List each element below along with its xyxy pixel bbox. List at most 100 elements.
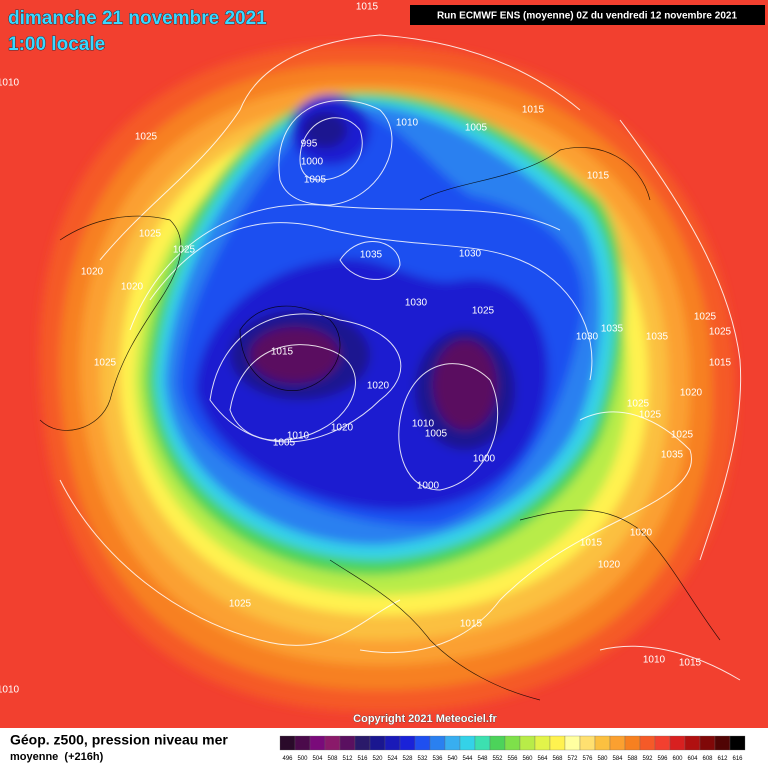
isobar-label: 1030 bbox=[459, 249, 482, 260]
scale-label: 584 bbox=[612, 756, 623, 762]
time-title: 1:00 locale bbox=[8, 34, 105, 55]
scale-label: 516 bbox=[357, 756, 368, 762]
isobar-label: 1000 bbox=[301, 157, 324, 168]
scale-label: 520 bbox=[372, 756, 383, 762]
isobar-label: 1025 bbox=[709, 327, 732, 338]
geopotential-field bbox=[39, 44, 736, 713]
scale-label: 496 bbox=[282, 756, 293, 762]
scale-swatch bbox=[594, 735, 611, 751]
isobar-label: 1020 bbox=[680, 388, 703, 399]
scale-swatch bbox=[429, 735, 446, 751]
legend-title: Géop. z500, pression niveau mer bbox=[10, 732, 228, 748]
color-scale: 496 500 504 508 512 516 520 524 528 532 536 540 544 5… bbox=[279, 735, 746, 762]
isobar-label: 1000 bbox=[417, 481, 440, 492]
scale-swatch bbox=[294, 735, 311, 751]
isobar-label: 1015 bbox=[709, 358, 732, 369]
isobar-label: 1000 bbox=[473, 454, 496, 465]
isobar-label: 1010 bbox=[287, 431, 310, 442]
scale-label: 596 bbox=[657, 756, 668, 762]
isobar-label: 1025 bbox=[694, 312, 717, 323]
scale-swatch bbox=[564, 735, 581, 751]
scale-label: 544 bbox=[462, 756, 473, 762]
isobar-label: 1015 bbox=[356, 2, 379, 13]
isobar-label: 1010 bbox=[396, 118, 419, 129]
scale-swatch bbox=[699, 735, 716, 751]
run-info: Run ECMWF ENS (moyenne) 0Z du vendredi 1… bbox=[437, 11, 738, 22]
scale-swatch bbox=[714, 735, 731, 751]
scale-swatch bbox=[459, 735, 476, 751]
isobar-label: 1010 bbox=[0, 78, 20, 89]
scale-label: 580 bbox=[597, 756, 608, 762]
scale-label: 528 bbox=[402, 756, 413, 762]
scale-swatch bbox=[609, 735, 626, 751]
scale-swatch bbox=[414, 735, 431, 751]
scale-label: 540 bbox=[447, 756, 458, 762]
scale-swatch bbox=[354, 735, 371, 751]
scale-swatch bbox=[384, 735, 401, 751]
scale-label: 548 bbox=[477, 756, 488, 762]
isobar-label: 1025 bbox=[472, 306, 495, 317]
isobar-label: 1005 bbox=[273, 438, 296, 449]
scale-swatch bbox=[369, 735, 386, 751]
scale-swatch bbox=[504, 735, 521, 751]
isobar-label: 1015 bbox=[580, 538, 603, 549]
isobar-label: 1020 bbox=[121, 282, 144, 293]
isobar-label: 1030 bbox=[576, 332, 599, 343]
isobar-label: 1025 bbox=[94, 358, 117, 369]
scale-label: 576 bbox=[582, 756, 593, 762]
isobar-label: 1025 bbox=[229, 599, 252, 610]
scale-label: 560 bbox=[522, 756, 533, 762]
isobar-label: 1020 bbox=[630, 528, 653, 539]
coastlines bbox=[39, 147, 721, 701]
scale-swatch bbox=[324, 735, 341, 751]
isobar-label: 1005 bbox=[425, 429, 448, 440]
scale-label: 600 bbox=[672, 756, 683, 762]
scale-label: 508 bbox=[327, 756, 338, 762]
isobar-label: 1020 bbox=[367, 381, 390, 392]
isobar-label: 1035 bbox=[661, 450, 684, 461]
isobar-label: 1025 bbox=[639, 410, 662, 421]
scale-swatch bbox=[729, 735, 746, 751]
scale-swatch bbox=[444, 735, 461, 751]
isobar-label: 1035 bbox=[646, 332, 669, 343]
isobar-label: 1025 bbox=[627, 399, 650, 410]
legend-subtitle: moyenne (+216h) bbox=[10, 751, 104, 763]
scale-label: 536 bbox=[432, 756, 443, 762]
scale-swatch bbox=[639, 735, 656, 751]
isobar-label: 1015 bbox=[522, 105, 545, 116]
scale-label: 532 bbox=[417, 756, 428, 762]
scale-swatch bbox=[474, 735, 491, 751]
scale-swatch bbox=[519, 735, 536, 751]
date-title: dimanche 21 novembre 2021 bbox=[8, 8, 267, 29]
isobar-label: 1015 bbox=[271, 347, 294, 358]
scale-swatch bbox=[549, 735, 566, 751]
isobar-label: 1020 bbox=[331, 423, 354, 434]
isobar-label: 1025 bbox=[139, 229, 162, 240]
isobars bbox=[59, 34, 742, 681]
isobar-label: 1005 bbox=[304, 175, 327, 186]
scale-swatch bbox=[489, 735, 506, 751]
isobar-label: 1020 bbox=[598, 560, 621, 571]
scale-swatch bbox=[654, 735, 671, 751]
scale-swatch bbox=[309, 735, 326, 751]
scale-label: 556 bbox=[507, 756, 518, 762]
scale-label: 500 bbox=[297, 756, 308, 762]
scale-swatch bbox=[339, 735, 356, 751]
scale-label: 612 bbox=[717, 756, 728, 762]
isobar-label: 1025 bbox=[671, 430, 694, 441]
scale-label: 588 bbox=[627, 756, 638, 762]
isobar-label: 1015 bbox=[679, 658, 702, 669]
scale-label: 604 bbox=[687, 756, 698, 762]
isobar-label: 1005 bbox=[465, 123, 488, 134]
scale-swatch bbox=[534, 735, 551, 751]
isobar-labels: 1015101010259951000100510101005101510151… bbox=[0, 2, 732, 741]
scale-label: 608 bbox=[702, 756, 713, 762]
scale-label: 568 bbox=[552, 756, 563, 762]
isobar-label: 995 bbox=[301, 139, 318, 150]
isobar-label: 1025 bbox=[173, 245, 196, 256]
scale-label: 524 bbox=[387, 756, 398, 762]
scale-swatch bbox=[669, 735, 686, 751]
isobar-label: 1025 bbox=[135, 132, 158, 143]
isobar-label: 1020 bbox=[81, 267, 104, 278]
isobar-label: 1010 bbox=[0, 685, 20, 696]
